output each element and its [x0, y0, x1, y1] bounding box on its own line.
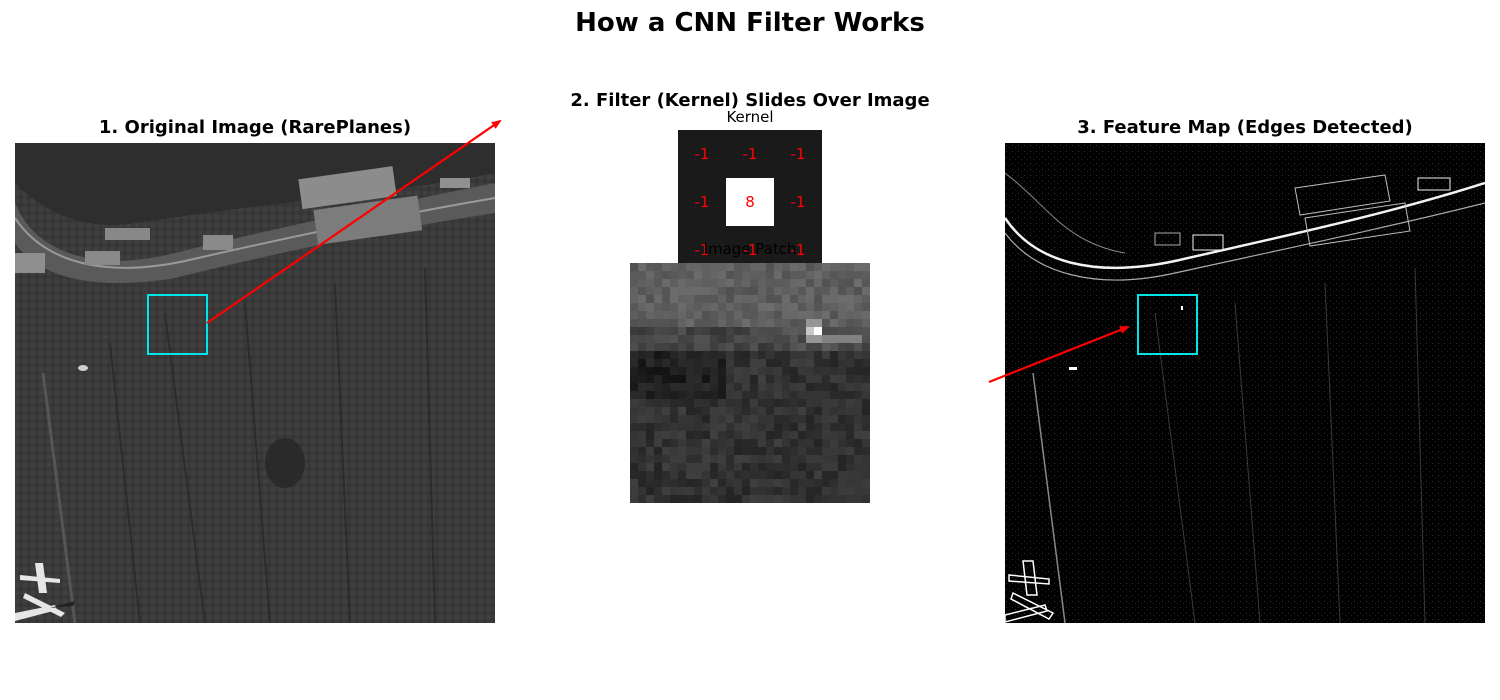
feature-map-image	[1005, 143, 1485, 623]
image-patch-label: Image Patch	[630, 240, 870, 258]
page-title: How a CNN Filter Works	[0, 8, 1500, 38]
kernel-cell-center: 8	[726, 178, 774, 226]
feature-map-title: 3. Feature Map (Edges Detected)	[1005, 117, 1485, 138]
kernel-cell: -1	[678, 178, 726, 226]
kernel-cell: -1	[774, 178, 822, 226]
original-highlight-box	[147, 294, 208, 355]
kernel-cell: -1	[678, 130, 726, 178]
kernel-cell: -1	[726, 130, 774, 178]
kernel-cell: -1	[774, 130, 822, 178]
original-image	[15, 143, 495, 623]
image-patch	[630, 263, 870, 503]
kernel-label: Kernel	[678, 108, 822, 126]
original-image-title: 1. Original Image (RarePlanes)	[15, 117, 495, 138]
feature-highlight-box	[1137, 294, 1198, 355]
